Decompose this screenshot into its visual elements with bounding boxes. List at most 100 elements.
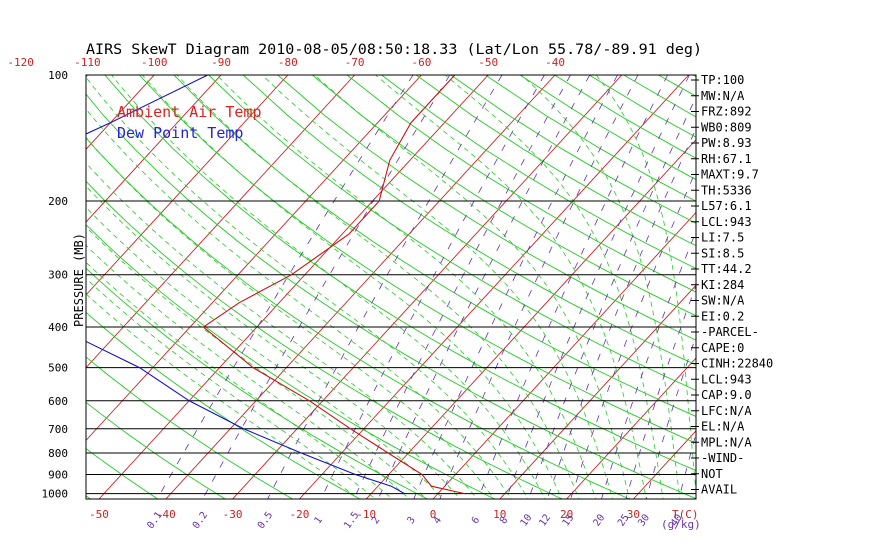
mixing-ratio-line <box>645 334 696 499</box>
dry-adiabat-line <box>86 356 294 499</box>
top-temperature-label: -100 <box>141 56 168 69</box>
temperature-unit-label: T(C) <box>672 508 699 521</box>
dry-adiabat-line <box>104 75 696 472</box>
moist-adiabat-line <box>86 244 410 499</box>
bottom-temperature-label: -10 <box>356 508 376 521</box>
moist-adiabat-lines <box>86 75 696 499</box>
index-value: SI:8.5 <box>701 246 744 260</box>
index-value: TH:5336 <box>701 183 752 197</box>
index-value: FRZ:892 <box>701 105 752 119</box>
moist-adiabat-line <box>375 75 647 499</box>
dry-adiabat-line <box>312 75 696 317</box>
moist-adiabat-line <box>141 75 563 499</box>
bottom-temperature-label: -40 <box>156 508 176 521</box>
index-value: CINH:22840 <box>701 357 773 371</box>
moist-adiabat-line <box>314 75 630 499</box>
bottom-temperature-label: 30 <box>627 508 640 521</box>
index-value: LCL:943 <box>701 215 752 229</box>
index-value: -PARCEL- <box>701 325 759 339</box>
mixing-ratio-label: 4 <box>432 515 444 526</box>
mixing-ratio-line <box>678 432 696 499</box>
index-value: MW:N/A <box>701 89 745 103</box>
dry-adiabat-line <box>86 93 696 499</box>
mixing-ratio-label: 3 <box>405 515 417 526</box>
index-value: LCL:943 <box>701 372 752 386</box>
index-value: EL:N/A <box>701 420 745 434</box>
mixing-ratio-label: 1 <box>313 515 325 526</box>
moist-adiabat-line <box>521 75 681 499</box>
moist-adiabat-line <box>86 293 360 499</box>
plot-frame <box>85 74 697 500</box>
index-value: TP:100 <box>701 73 744 87</box>
isotherm-line <box>86 75 355 369</box>
pressure-tick-label: 100 <box>48 69 68 82</box>
temperature-profile-line <box>202 75 465 495</box>
pressure-tick-label: 700 <box>48 423 68 436</box>
index-value: KI:284 <box>701 278 744 292</box>
index-value: RH:67.1 <box>701 152 752 166</box>
dry-adiabat-line <box>381 75 696 270</box>
mixing-ratio-lines <box>156 75 696 499</box>
moist-adiabat-line <box>86 136 495 499</box>
mixing-ratio-line <box>156 75 414 499</box>
bottom-temperature-label: -30 <box>223 508 243 521</box>
mixing-ratio-line <box>353 75 571 499</box>
top-temperature-label: -70 <box>345 56 365 69</box>
pressure-tick-labels: 100 200 300 400 500 600 700 800 900 1000 <box>42 69 69 501</box>
moist-adiabat-line <box>86 108 512 499</box>
index-value: CAPE:0 <box>701 341 744 355</box>
mixing-ratio-label: 8 <box>498 515 510 526</box>
bottom-temperature-labels: -50 -40 -30 -20 -10 0 10 20 30 <box>89 508 640 521</box>
pressure-tick-label: 800 <box>48 447 68 460</box>
isotherm-line <box>86 75 222 223</box>
y-axis-label: PRESSURE (MB) <box>72 233 86 327</box>
sounding-profiles <box>86 75 465 495</box>
dry-adiabat-line <box>277 75 696 341</box>
dry-adiabat-line <box>86 224 496 499</box>
moist-adiabat-line <box>595 75 696 497</box>
dewpoint-profile-line <box>86 75 405 495</box>
index-value: PW:8.93 <box>701 136 752 150</box>
chart-title: AIRS SkewT Diagram 2010-08-05/08:50:18.3… <box>86 42 702 58</box>
dry-adiabat-line <box>86 311 361 499</box>
mixing-ratio-label: 6 <box>470 515 482 526</box>
mixing-ratio-line <box>320 75 545 499</box>
pressure-tick-label: 600 <box>48 395 68 408</box>
index-value: EI:0.2 <box>701 309 744 323</box>
mixing-ratio-line <box>625 284 696 499</box>
bottom-temperature-label: -50 <box>89 508 109 521</box>
top-temperature-label: -40 <box>545 56 565 69</box>
mixing-ratio-line <box>601 230 696 499</box>
mixing-ratio-line <box>570 169 696 499</box>
legend-label: Ambient Air Temp <box>117 103 262 121</box>
index-value: LFC:N/A <box>701 404 752 418</box>
top-temperature-label: -60 <box>411 56 431 69</box>
mixing-ratio-label: 2 <box>370 515 382 526</box>
dry-adiabat-line <box>86 180 564 499</box>
pressure-tick-label: 400 <box>48 321 68 334</box>
index-value: CAP:9.0 <box>701 388 752 402</box>
index-value: NOT <box>701 467 723 481</box>
bottom-temperature-label: 20 <box>560 508 573 521</box>
index-value: -WIND- <box>701 451 744 465</box>
bottom-temperature-label: 0 <box>430 508 437 521</box>
moist-adiabat-line <box>86 76 529 499</box>
dry-adiabat-line <box>242 75 696 366</box>
pressure-tick-label: 500 <box>48 362 68 375</box>
top-temperature-label: -90 <box>211 56 231 69</box>
dry-adiabat-line <box>86 267 429 499</box>
isotherm-line <box>86 75 289 296</box>
dry-adiabat-line <box>86 448 159 499</box>
chart-legend: Ambient Air Temp Dew Point Temp <box>117 103 262 142</box>
dry-adiabat-line <box>86 137 631 499</box>
mixing-ratio-line <box>377 75 591 499</box>
legend-label: Dew Point Temp <box>117 124 243 142</box>
index-value: MAXT:9.7 <box>701 168 759 182</box>
index-value: SW:N/A <box>701 294 745 308</box>
top-temperature-label: -50 <box>478 56 498 69</box>
top-temperature-label: -120 <box>7 56 34 69</box>
dry-adiabat-line <box>346 75 696 293</box>
moist-adiabat-line <box>261 75 613 499</box>
